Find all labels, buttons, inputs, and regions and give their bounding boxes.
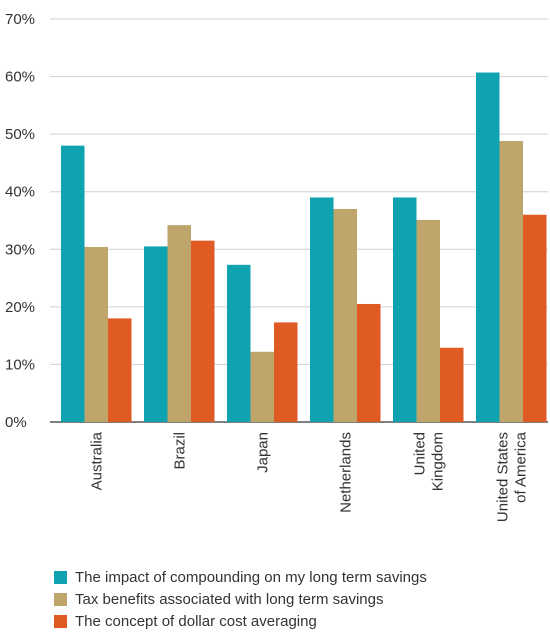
y-tick-label: 20% [5, 299, 35, 316]
category-label: Australia [88, 431, 105, 490]
bar-3 [357, 303, 381, 422]
y-tick-label: 0% [5, 414, 27, 431]
bar-2 [250, 351, 274, 422]
bar-1 [393, 197, 417, 422]
category-label: of America [512, 431, 529, 503]
legend-item: The impact of compounding on my long ter… [54, 566, 427, 588]
bar-1 [144, 246, 168, 422]
bar-3 [523, 214, 547, 422]
legend-swatch [54, 592, 67, 606]
y-axis-ticks: 0% 10% 20% 30% 40% 50% 60% 70% [5, 11, 35, 431]
y-tick-label: 60% [5, 69, 35, 86]
bar-2 [499, 141, 523, 422]
x-axis-labels: Australia Brazil Japan Netherlands United Kin… [88, 431, 529, 522]
category-label: Japan [254, 432, 271, 473]
bar-3 [274, 322, 298, 422]
legend-label: The concept of dollar cost averaging [75, 612, 317, 630]
category-label: Netherlands [337, 432, 354, 513]
y-tick-label: 40% [5, 184, 35, 201]
bar-1 [61, 145, 85, 422]
category-label: Kingdom [429, 432, 446, 491]
bar-2 [84, 246, 108, 422]
category-label: United States [494, 432, 511, 522]
bar-2 [416, 219, 440, 422]
legend-item: The concept of dollar cost averaging [54, 610, 427, 632]
legend-label: The impact of compounding on my long ter… [75, 568, 427, 586]
legend-label: Tax benefits associated with long term s… [75, 590, 384, 608]
bar-3 [191, 240, 215, 422]
legend-item: Tax benefits associated with long term s… [54, 588, 427, 610]
y-tick-label: 30% [5, 241, 35, 258]
legend-swatch [54, 570, 67, 584]
bar-3 [108, 318, 132, 422]
gridlines [50, 18, 548, 423]
bar-3 [440, 347, 464, 422]
bar-2 [333, 208, 357, 422]
legend-swatch [54, 614, 67, 628]
bar-2 [167, 225, 191, 422]
y-tick-label: 50% [5, 126, 35, 143]
bar-chart: 0% 10% 20% 30% 40% 50% 60% 70% Australia Brazil J… [5, 11, 548, 522]
category-label: United [411, 432, 428, 475]
legend: The impact of compounding on my long ter… [54, 566, 427, 632]
category-label: Brazil [171, 432, 188, 470]
bar-1 [476, 72, 500, 422]
bar-1 [227, 264, 251, 422]
y-tick-label: 70% [5, 11, 35, 28]
bar-1 [310, 197, 334, 422]
y-tick-label: 10% [5, 356, 35, 373]
bars [61, 72, 547, 422]
